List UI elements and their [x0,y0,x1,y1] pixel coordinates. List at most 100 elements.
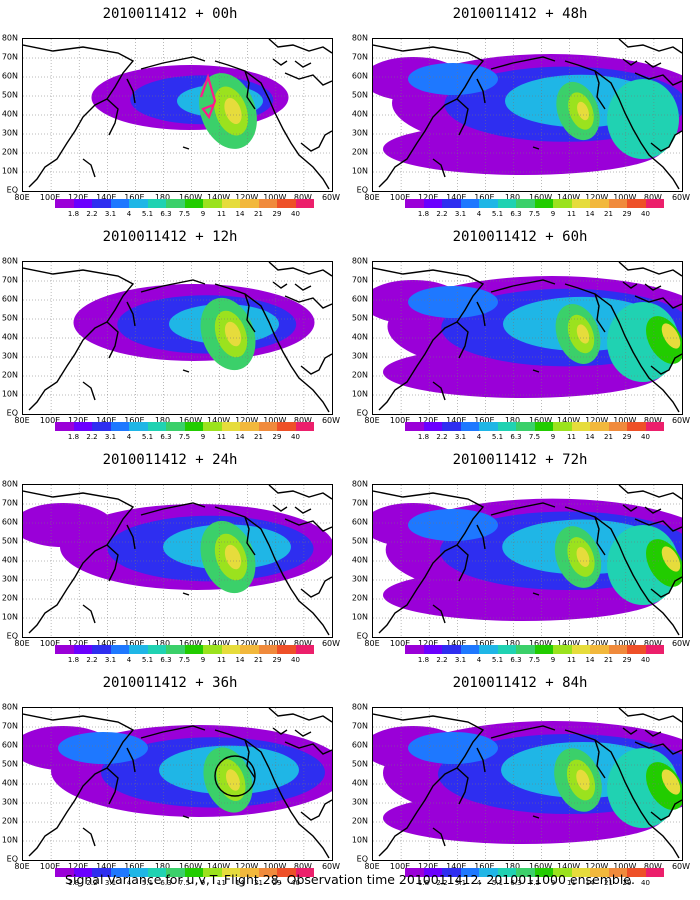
coastline [432,158,446,178]
coastline [284,741,332,755]
lat-tick-label: 30N [351,351,368,361]
colorbar-label: 5.1 [491,433,504,441]
colorbar-swatch [110,199,129,208]
coastline [182,369,190,373]
coastline [140,502,206,516]
map-panel: 2010011412 + 00h 80N 70N 60N 50N 40N 30N 20N 10N… [0,0,340,220]
lat-tick-label: 50N [351,313,368,323]
lat-tick-label: 60N [1,294,18,304]
lat-tick-label: 10N [1,166,18,176]
colorbar-swatch [73,422,92,431]
lat-tick-label: 20N [1,816,18,826]
coastline [106,767,119,805]
colorbar-swatch [479,868,498,877]
colorbar-label: 21 [254,433,263,441]
map-panel: 2010011412 + 48h 80N 70N 60N 50N 40N 30N 20N 10N… [350,0,690,220]
coastline [634,741,682,755]
map-panel: 2010011412 + 36h 80N 70N 60N 50N 40N 30N 20N 10N… [0,669,340,889]
lat-tick-label: EQ [356,408,368,418]
variance-contour [661,769,681,795]
colorbar-swatch [240,645,259,654]
colorbar-swatch [497,199,516,208]
lon-tick-label: 80E [14,862,30,871]
lon-tick-label: 140E [446,862,467,871]
variance-map [22,707,333,861]
map-panel: 2010011412 + 12h 80N 70N 60N 50N 40N 30N 20N 10N… [0,223,340,443]
colorbar-swatch [534,422,553,431]
colorbar-swatch [571,868,590,877]
lon-tick-label: 180 [504,862,521,871]
lon-tick-label: 80W [643,639,662,648]
colorbar-label: 40 [641,656,650,664]
colorbar-swatch [571,199,590,208]
colorbar-swatch [221,645,240,654]
lat-tick-label: 40N [1,109,18,119]
colorbar: 1.8 2.2 3.1 4 5.1 6.3 7.5 9 11 14 21 29 40 [55,645,314,664]
lat-tick-label: 80N [1,479,18,489]
lon-tick-label: 160W [178,416,203,425]
variance-contour [224,544,242,570]
colorbar-swatch [166,422,185,431]
coastline [244,293,256,333]
variance-map [22,484,333,638]
coastline [272,281,288,289]
colorbar-label: 29 [272,879,282,887]
lat-tick-label: 50N [1,90,18,100]
lon-tick-label: 80E [364,416,380,425]
colorbar-swatch [295,645,314,654]
coastline [182,592,190,596]
colorbar-label: 3.1 [104,656,117,664]
coastline [622,504,638,512]
lat-tick-label: 40N [351,332,368,342]
colorbar-label: 1.8 [417,210,430,218]
coastline [82,827,96,847]
colorbar-swatch [627,422,646,431]
colorbar-label: 4 [476,433,482,441]
coastline [456,98,469,136]
colorbar-label: 21 [604,210,613,218]
colorbar-swatch [92,868,111,877]
colorbar-swatch [516,199,535,208]
colorbar-swatch [129,422,148,431]
colorbar-label: 2.2 [436,656,448,664]
colorbar-swatch [534,199,553,208]
colorbar-swatch [147,422,166,431]
colorbar-swatch [129,645,148,654]
coastline [272,727,288,735]
colorbar-swatch [147,868,166,877]
coastline [456,321,469,359]
colorbar: 1.8 2.2 3.1 4 5.1 6.3 7.5 9 11 14 21 29 40 [55,868,314,887]
coastline [373,44,485,188]
lat-tick-label: 10N [351,389,368,399]
colorbar-label: 40 [641,210,650,218]
colorbar-swatch [553,645,572,654]
colorbar-label: 6.3 [160,656,172,664]
lat-tick-label: 50N [351,90,368,100]
colorbar: 1.8 2.2 3.1 4 5.1 6.3 7.5 9 11 14 21 29 40 [405,422,664,441]
lat-tick-label: 60N [351,740,368,750]
variance-map [372,261,683,415]
colorbar: 1.8 2.2 3.1 4 5.1 6.3 7.5 9 11 14 21 29 40 [405,645,664,664]
panel-title: 2010011412 + 48h [452,6,588,22]
coastline [650,799,682,821]
coastline [268,708,332,723]
variance-contour [576,769,590,791]
coastline [214,60,330,190]
lat-tick-label: 40N [1,778,18,788]
lon-tick-label: 100W [263,193,287,202]
colorbar-label: 2.2 [436,879,448,887]
colorbar-swatch [203,868,222,877]
lat-tick-label: 80N [351,702,368,712]
coastline [490,279,556,293]
coastline [300,799,332,821]
colorbar-swatch [55,199,74,208]
coastline [594,70,606,110]
colorbar-label: 5.1 [491,210,504,218]
lat-tick-label: 70N [1,275,18,285]
colorbar-label: 7.5 [528,879,541,887]
colorbar-label: 21 [254,879,263,887]
coastline [476,747,486,773]
colorbar-label: 2.2 [86,656,98,664]
lat-tick-label: 80N [351,479,368,489]
coastline [564,60,680,190]
